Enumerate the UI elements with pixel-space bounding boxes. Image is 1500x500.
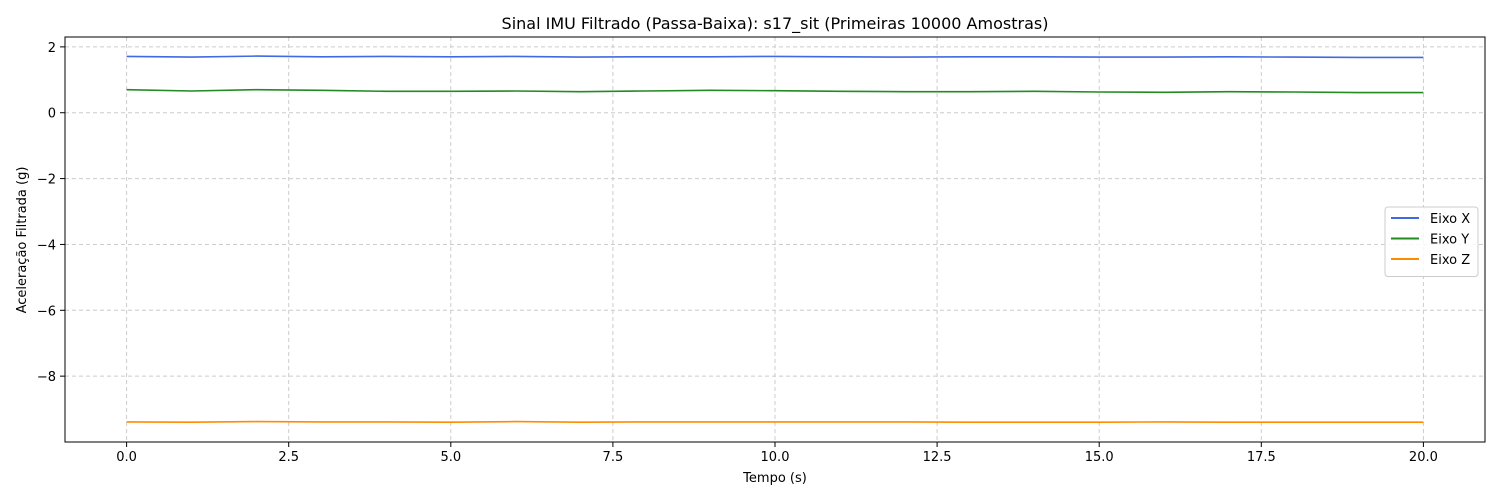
y-tick-label: −4 bbox=[37, 238, 56, 253]
y-tick-label: −2 bbox=[37, 173, 56, 188]
legend-entry: Eixo X bbox=[1430, 212, 1470, 227]
series-line-1 bbox=[126, 55, 1424, 59]
x-axis: 0.0 2.5 5.0 7.5 10.0 12.5 15.0 17.5 20.0 bbox=[116, 442, 1438, 465]
y-tick-label: 2 bbox=[48, 41, 56, 56]
grid bbox=[65, 37, 1485, 442]
series-layer bbox=[126, 55, 1424, 424]
series-line-3 bbox=[126, 420, 1424, 424]
x-tick-label: 20.0 bbox=[1409, 450, 1438, 465]
y-tick-label: −8 bbox=[37, 370, 56, 385]
y-tick-label: 0 bbox=[48, 107, 56, 122]
chart-title: Sinal IMU Filtrado (Passa-Baixa): s17_si… bbox=[502, 14, 1049, 34]
y-axis: 2 0 −2 −4 −6 −8 bbox=[37, 41, 65, 385]
y-tick-label: −6 bbox=[37, 304, 56, 319]
x-tick-label: 5.0 bbox=[440, 450, 461, 465]
x-tick-label: 7.5 bbox=[603, 450, 624, 465]
legend: Eixo X Eixo Y Eixo Z bbox=[1384, 206, 1479, 277]
series-line-2 bbox=[126, 88, 1424, 94]
legend-entry: Eixo Y bbox=[1430, 233, 1469, 248]
x-tick-label: 2.5 bbox=[278, 450, 299, 465]
y-axis-label: Aceleração Filtrada (g) bbox=[15, 167, 30, 314]
x-axis-label: Tempo (s) bbox=[742, 471, 807, 486]
x-tick-label: 15.0 bbox=[1085, 450, 1114, 465]
x-tick-label: 0.0 bbox=[116, 450, 137, 465]
legend-entry: Eixo Z bbox=[1430, 253, 1470, 268]
x-tick-label: 17.5 bbox=[1247, 450, 1276, 465]
x-tick-label: 12.5 bbox=[923, 450, 952, 465]
x-tick-label: 10.0 bbox=[761, 450, 790, 465]
